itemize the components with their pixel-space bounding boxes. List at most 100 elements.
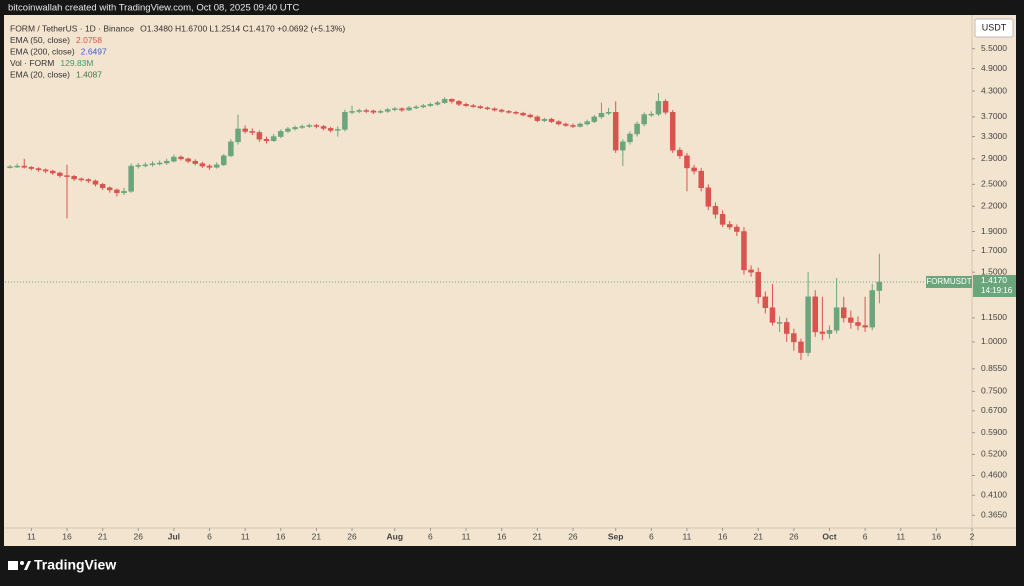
candle xyxy=(406,106,412,111)
candle xyxy=(570,123,576,128)
x-tick-label: 16 xyxy=(497,531,507,541)
candle xyxy=(285,126,291,133)
candle-body xyxy=(299,126,305,128)
x-tick-label: Jul xyxy=(168,531,180,541)
candle-body xyxy=(392,108,398,110)
y-tick-label: 1.9000 xyxy=(981,226,1007,236)
legend-label: Vol · FORM xyxy=(10,58,54,68)
candle xyxy=(641,112,647,127)
candle xyxy=(605,107,612,116)
candle-body xyxy=(92,180,99,185)
candle-body xyxy=(99,184,106,189)
candle-body xyxy=(456,101,462,105)
x-tick-label: 11 xyxy=(27,531,36,541)
candle xyxy=(584,119,590,126)
candle xyxy=(135,162,142,169)
candle-body xyxy=(669,112,676,151)
y-tick-label: 1.7000 xyxy=(981,245,1007,255)
x-tick-label: 21 xyxy=(753,531,763,541)
candle xyxy=(456,100,462,107)
candle xyxy=(292,125,298,131)
candle-body xyxy=(320,126,327,129)
candle-body xyxy=(612,112,619,151)
candle-body xyxy=(591,116,598,122)
candle xyxy=(855,316,861,331)
candle-body xyxy=(741,231,747,271)
candle-body xyxy=(848,317,854,323)
candle xyxy=(862,296,868,332)
candle-body xyxy=(584,121,590,125)
candle xyxy=(377,109,384,114)
candle-body xyxy=(691,167,697,172)
x-tick-label: 21 xyxy=(98,531,108,541)
candle-body xyxy=(149,163,156,166)
candle xyxy=(392,106,398,112)
candle xyxy=(434,100,441,106)
candle-body xyxy=(292,127,298,130)
candle xyxy=(869,284,875,331)
candle-body xyxy=(840,307,847,319)
candle-body xyxy=(14,165,20,168)
candle xyxy=(413,105,419,110)
candle xyxy=(591,115,598,124)
legend-label: FORM / TetherUS · 1D · Binance xyxy=(10,23,134,33)
candle xyxy=(335,126,341,137)
legend-value: 1.4087 xyxy=(76,69,102,79)
x-tick-label: 26 xyxy=(789,531,799,541)
x-tick-label: 21 xyxy=(533,531,543,541)
legend-value: 129.83M xyxy=(60,58,93,68)
candle-body xyxy=(698,170,704,189)
candle xyxy=(876,253,883,304)
x-tick-label: 16 xyxy=(62,531,72,541)
candle xyxy=(705,184,712,211)
candle xyxy=(49,169,56,175)
candle xyxy=(263,136,270,144)
candle-body xyxy=(213,164,220,168)
legend-value: O1.3480 H1.6700 L1.2514 C1.4170 +0.0692 … xyxy=(140,23,345,33)
candle xyxy=(762,291,769,314)
candle xyxy=(171,154,177,163)
candle-body xyxy=(748,269,754,273)
y-tick-label: 1.0000 xyxy=(981,336,1007,346)
candle-body xyxy=(384,109,391,112)
candle-body xyxy=(570,125,576,127)
symbol-tag xyxy=(926,275,972,288)
candle xyxy=(506,110,512,114)
candle xyxy=(28,166,35,171)
candle xyxy=(798,338,804,361)
candle xyxy=(85,178,92,183)
candle-body xyxy=(285,128,291,132)
candle xyxy=(819,296,826,341)
x-tick-label: 6 xyxy=(649,531,654,541)
x-tick-label: 21 xyxy=(312,531,322,541)
candle xyxy=(527,113,533,119)
candle xyxy=(206,164,213,170)
candle-body xyxy=(463,104,469,106)
candle-body xyxy=(135,165,142,167)
candle-body xyxy=(49,170,56,174)
candle xyxy=(306,123,313,128)
x-tick-label: 26 xyxy=(568,531,578,541)
candle xyxy=(449,98,455,104)
candle xyxy=(149,161,156,167)
candle-body xyxy=(726,224,733,228)
candle-body xyxy=(249,131,256,133)
y-tick-label: 1.5000 xyxy=(981,266,1007,276)
candle-body xyxy=(142,164,149,167)
candle-body xyxy=(7,166,13,168)
candle-body xyxy=(28,167,35,169)
candle-body xyxy=(427,104,434,106)
candle xyxy=(342,109,348,132)
candle xyxy=(734,224,740,237)
brand: TradingView xyxy=(34,557,116,573)
candle-body xyxy=(413,106,419,109)
x-tick-label: Sep xyxy=(608,531,624,541)
candle-body xyxy=(627,133,633,143)
candle-body xyxy=(498,109,505,112)
candle xyxy=(655,93,662,116)
candle xyxy=(598,102,605,119)
candle xyxy=(313,123,320,129)
candle xyxy=(833,278,840,334)
price-unit: USDT xyxy=(982,22,1007,32)
